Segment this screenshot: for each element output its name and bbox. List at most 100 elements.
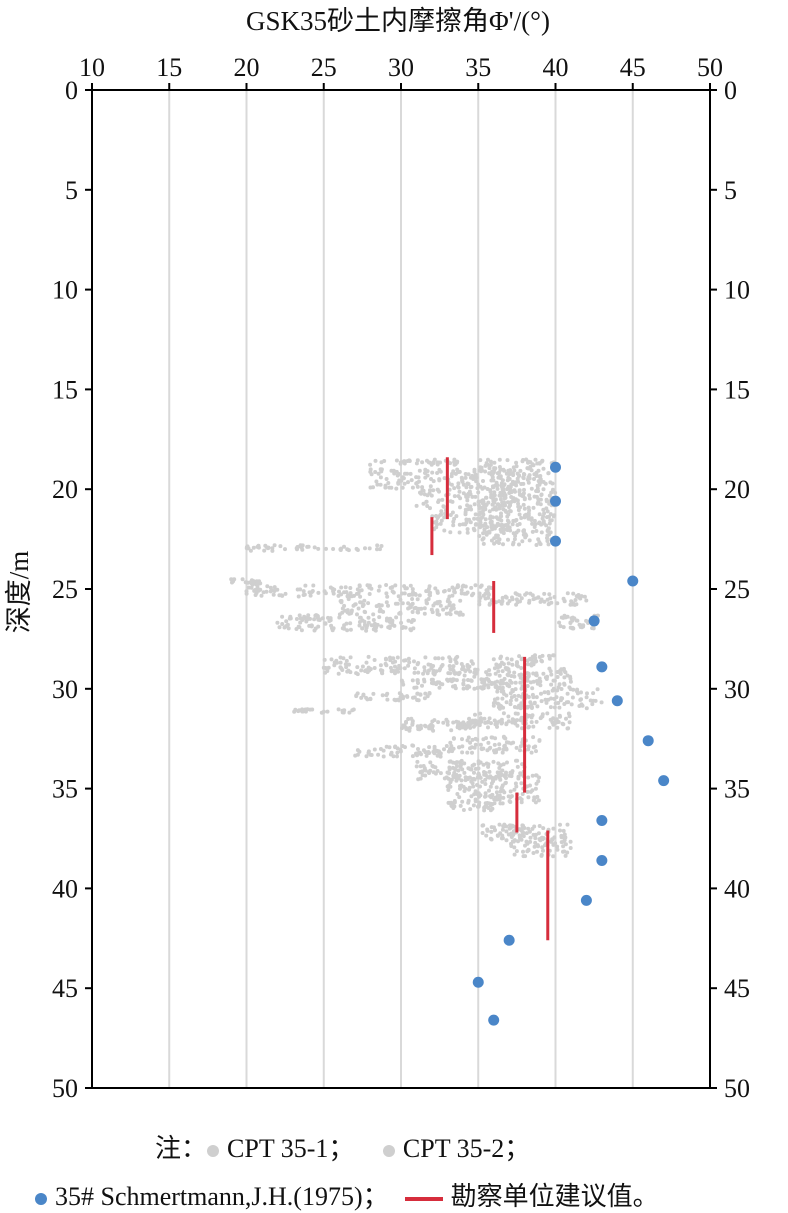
cpt-point bbox=[476, 482, 481, 487]
cpt-point bbox=[486, 592, 491, 597]
cpt-point bbox=[292, 709, 297, 714]
cpt-point bbox=[488, 459, 493, 464]
cpt-point bbox=[533, 786, 538, 791]
cpt-point bbox=[451, 664, 456, 669]
cpt-point bbox=[430, 470, 435, 475]
cpt-point bbox=[485, 672, 490, 677]
cpt-point bbox=[358, 594, 363, 599]
cpt-point bbox=[380, 693, 385, 698]
cpt-point bbox=[468, 807, 473, 812]
cpt-point bbox=[391, 656, 396, 661]
cpt-point bbox=[590, 626, 595, 631]
cpt-point bbox=[530, 655, 535, 660]
cpt-point bbox=[433, 656, 438, 661]
cpt-point bbox=[573, 598, 578, 602]
cpt-point bbox=[410, 485, 415, 490]
cpt-point bbox=[559, 687, 564, 691]
cpt-point bbox=[590, 702, 595, 707]
cpt-point bbox=[527, 473, 532, 478]
cpt-point bbox=[420, 683, 424, 688]
cpt-point bbox=[522, 826, 527, 830]
cpt-point bbox=[532, 472, 537, 477]
cpt-point bbox=[303, 707, 308, 712]
cpt-point bbox=[240, 577, 245, 582]
cpt-point bbox=[437, 477, 442, 482]
cpt-point bbox=[542, 690, 547, 695]
cpt-point bbox=[539, 699, 544, 704]
cpt-point bbox=[440, 497, 445, 502]
grid-lines bbox=[168, 90, 634, 1088]
legend-survey-icon bbox=[404, 1197, 443, 1202]
cpt-point bbox=[480, 468, 484, 473]
cpt-point bbox=[440, 682, 445, 687]
cpt-point bbox=[473, 583, 478, 588]
cpt-point bbox=[441, 720, 446, 725]
cpt-point bbox=[545, 711, 550, 716]
cpt-point bbox=[280, 622, 285, 626]
cpt-point bbox=[388, 658, 393, 663]
cpt-point bbox=[377, 603, 382, 608]
cpt-point bbox=[491, 493, 496, 498]
cpt-point bbox=[512, 852, 517, 857]
cpt-point bbox=[331, 547, 336, 551]
cpt-point bbox=[460, 479, 465, 484]
cpt-point bbox=[557, 705, 562, 710]
cpt-point bbox=[425, 694, 430, 699]
cpt-point bbox=[531, 851, 536, 855]
cpt-point bbox=[421, 671, 426, 676]
cpt-point bbox=[501, 824, 506, 829]
cpt-point bbox=[435, 589, 440, 594]
cpt-point bbox=[450, 801, 455, 806]
cpt-point bbox=[442, 747, 446, 752]
cpt-point bbox=[578, 596, 583, 601]
cpt-point bbox=[487, 775, 492, 780]
cpt-point bbox=[472, 770, 476, 775]
cpt-point bbox=[342, 544, 346, 549]
cpt-point bbox=[338, 548, 343, 552]
cpt-point bbox=[403, 586, 408, 591]
cpt-point bbox=[451, 684, 455, 689]
cpt-point bbox=[507, 684, 512, 689]
cpt-point bbox=[357, 749, 362, 754]
cpt-point bbox=[509, 695, 514, 700]
cpt-point bbox=[519, 694, 524, 699]
x-tick-label: 45 bbox=[620, 53, 646, 82]
cpt-point bbox=[569, 599, 574, 604]
cpt-point bbox=[481, 505, 486, 510]
cpt-point bbox=[454, 772, 459, 777]
cpt-point bbox=[501, 681, 506, 686]
cpt-point bbox=[533, 522, 538, 527]
cpt-point bbox=[469, 484, 474, 489]
cpt-point bbox=[567, 720, 572, 725]
cpt-point bbox=[480, 686, 485, 691]
cpt-point bbox=[467, 787, 471, 792]
cpt-point bbox=[547, 493, 552, 498]
cpt-point bbox=[541, 466, 546, 471]
cpt-point bbox=[525, 789, 530, 794]
cpt-point bbox=[588, 698, 593, 703]
cpt-point bbox=[561, 839, 566, 844]
cpt-point bbox=[400, 726, 404, 731]
cpt-point bbox=[526, 826, 531, 831]
cpt-point bbox=[551, 854, 556, 859]
cpt-point bbox=[506, 794, 511, 799]
cpt-point bbox=[514, 784, 519, 789]
cpt-point bbox=[526, 695, 531, 699]
cpt-point bbox=[280, 614, 285, 619]
cpt-point bbox=[531, 505, 536, 510]
cpt-point bbox=[488, 462, 493, 467]
cpt-point bbox=[483, 791, 488, 796]
cpt-point bbox=[483, 469, 488, 474]
cpt-point bbox=[258, 581, 263, 586]
cpt-point bbox=[487, 716, 492, 721]
cpt-point bbox=[522, 472, 527, 477]
cpt-point bbox=[344, 665, 349, 670]
legend-survey-label: 勘察单位建议值。 bbox=[450, 1182, 659, 1211]
cpt-point bbox=[584, 695, 589, 700]
cpt-point bbox=[584, 598, 589, 603]
cpt-point bbox=[378, 747, 383, 751]
cpt-point bbox=[477, 803, 481, 808]
cpt-point bbox=[385, 691, 390, 696]
cpt-point bbox=[517, 473, 521, 478]
cpt-point bbox=[435, 612, 440, 617]
